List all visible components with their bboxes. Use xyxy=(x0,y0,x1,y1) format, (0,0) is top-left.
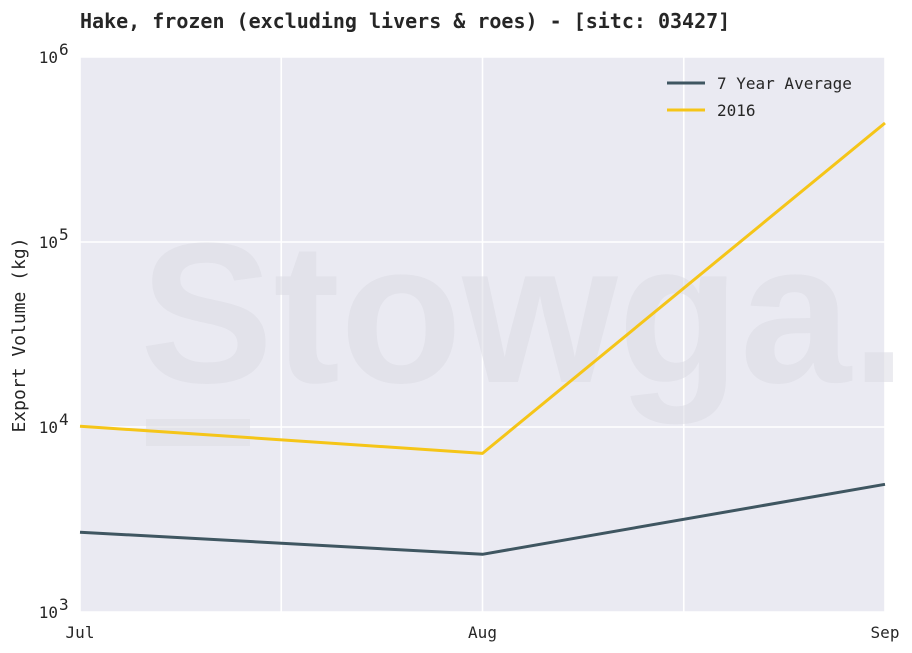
y-tick-exponent: 4 xyxy=(59,410,69,429)
series-lines xyxy=(79,121,886,556)
y-tick-label: 10 xyxy=(39,418,58,437)
y-tick-label: 10 xyxy=(39,603,58,622)
y-tick-label: 10 xyxy=(39,233,58,252)
series-line-0 xyxy=(79,482,886,556)
x-tick-label: Sep xyxy=(871,623,900,642)
x-tick-label: Jul xyxy=(66,623,95,642)
legend-label: 7 Year Average xyxy=(717,74,852,93)
x-tick-label: Aug xyxy=(468,623,497,642)
watermark-logo: Stowga. xyxy=(140,202,907,425)
y-tick-label: 10 xyxy=(39,48,58,67)
y-tick-exponent: 5 xyxy=(59,225,69,244)
grid-lines xyxy=(79,56,886,613)
x-tick-labels: Jul Aug Sep xyxy=(66,623,900,642)
y-tick-exponent: 6 xyxy=(59,40,69,59)
y-axis-label: Export Volume (kg) xyxy=(9,237,30,432)
legend-label: 2016 xyxy=(717,101,756,120)
y-tick-exponent: 3 xyxy=(59,595,69,614)
chart-title: Hake, frozen (excluding livers & roes) -… xyxy=(80,9,730,33)
legend: 7 Year Average 2016 xyxy=(667,74,852,120)
watermark: Stowga. xyxy=(140,202,907,446)
series-line-1 xyxy=(79,121,886,455)
